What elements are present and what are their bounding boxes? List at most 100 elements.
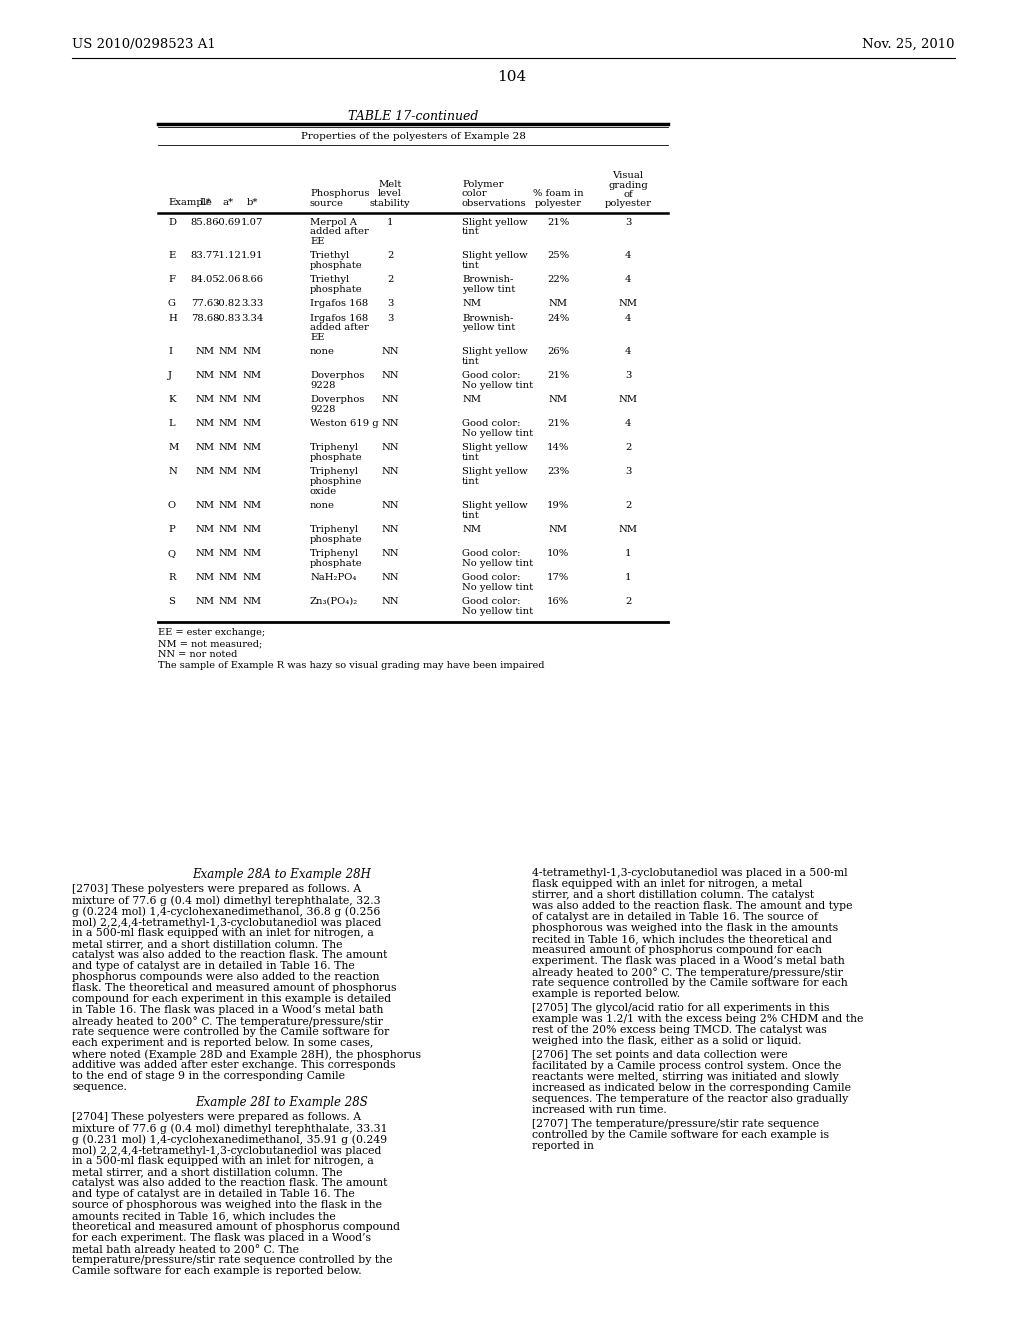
Text: 4-tetramethyl-1,3-cyclobutanediol was placed in a 500-ml: 4-tetramethyl-1,3-cyclobutanediol was pl…: [532, 869, 848, 878]
Text: TABLE 17-continued: TABLE 17-continued: [348, 110, 478, 123]
Text: P: P: [168, 525, 175, 535]
Text: L*: L*: [199, 198, 211, 207]
Text: 4: 4: [625, 276, 631, 285]
Text: tint: tint: [462, 261, 480, 271]
Text: reported in: reported in: [532, 1140, 594, 1151]
Text: S: S: [168, 597, 175, 606]
Text: where noted (Example 28D and Example 28H), the phosphorus: where noted (Example 28D and Example 28H…: [72, 1049, 421, 1060]
Text: NM: NM: [218, 467, 238, 477]
Text: NM: NM: [243, 420, 261, 429]
Text: Weston 619 g: Weston 619 g: [310, 420, 379, 429]
Text: mol) 2,2,4,4-tetramethyl-1,3-cyclobutanediol was placed: mol) 2,2,4,4-tetramethyl-1,3-cyclobutane…: [72, 1144, 381, 1155]
Text: 3: 3: [625, 218, 631, 227]
Text: experiment. The flask was placed in a Wood’s metal bath: experiment. The flask was placed in a Wo…: [532, 956, 845, 966]
Text: -1.12: -1.12: [215, 252, 241, 260]
Text: 22%: 22%: [547, 276, 569, 285]
Text: NM: NM: [218, 525, 238, 535]
Text: none: none: [310, 502, 335, 510]
Text: NM: NM: [196, 420, 214, 429]
Text: NN: NN: [381, 444, 398, 453]
Text: 19%: 19%: [547, 502, 569, 510]
Text: for each experiment. The flask was placed in a Wood’s: for each experiment. The flask was place…: [72, 1233, 371, 1243]
Text: K: K: [168, 396, 175, 404]
Text: 14%: 14%: [547, 444, 569, 453]
Text: 17%: 17%: [547, 573, 569, 582]
Text: G: G: [168, 300, 176, 309]
Text: Doverphos: Doverphos: [310, 396, 365, 404]
Text: M: M: [168, 444, 178, 453]
Text: 84.05: 84.05: [190, 276, 219, 285]
Text: NM: NM: [243, 444, 261, 453]
Text: flask. The theoretical and measured amount of phosphorus: flask. The theoretical and measured amou…: [72, 983, 396, 993]
Text: Example 28I to Example 28S: Example 28I to Example 28S: [196, 1096, 369, 1109]
Text: 4: 4: [625, 420, 631, 429]
Text: NM: NM: [218, 396, 238, 404]
Text: catalyst was also added to the reaction flask. The amount: catalyst was also added to the reaction …: [72, 1177, 387, 1188]
Text: -2.06: -2.06: [215, 276, 241, 285]
Text: metal stirrer, and a short distillation column. The: metal stirrer, and a short distillation …: [72, 1167, 342, 1177]
Text: No yellow tint: No yellow tint: [462, 582, 534, 591]
Text: [2706] The set points and data collection were: [2706] The set points and data collectio…: [532, 1049, 787, 1060]
Text: NN: NN: [381, 396, 398, 404]
Text: No yellow tint: No yellow tint: [462, 558, 534, 568]
Text: 2: 2: [387, 276, 393, 285]
Text: 3.34: 3.34: [241, 314, 263, 323]
Text: weighed into the flask, either as a solid or liquid.: weighed into the flask, either as a soli…: [532, 1036, 802, 1045]
Text: NM: NM: [196, 549, 214, 558]
Text: NM: NM: [218, 444, 238, 453]
Text: No yellow tint: No yellow tint: [462, 429, 534, 438]
Text: mixture of 77.6 g (0.4 mol) dimethyl terephthalate, 33.31: mixture of 77.6 g (0.4 mol) dimethyl ter…: [72, 1123, 388, 1134]
Text: mol) 2,2,4,4-tetramethyl-1,3-cyclobutanediol was placed: mol) 2,2,4,4-tetramethyl-1,3-cyclobutane…: [72, 917, 381, 928]
Text: 3: 3: [625, 467, 631, 477]
Text: NN: NN: [381, 573, 398, 582]
Text: % foam in: % foam in: [532, 189, 584, 198]
Text: increased with run time.: increased with run time.: [532, 1105, 667, 1115]
Text: Triphenyl: Triphenyl: [310, 525, 359, 535]
Text: NM: NM: [196, 347, 214, 356]
Text: NM: NM: [243, 597, 261, 606]
Text: a*: a*: [222, 198, 233, 207]
Text: amounts recited in Table 16, which includes the: amounts recited in Table 16, which inclu…: [72, 1210, 336, 1221]
Text: No yellow tint: No yellow tint: [462, 606, 534, 615]
Text: E: E: [168, 252, 175, 260]
Text: in Table 16. The flask was placed in a Wood’s metal bath: in Table 16. The flask was placed in a W…: [72, 1005, 383, 1015]
Text: The sample of Example R was hazy so visual grading may have been impaired: The sample of Example R was hazy so visu…: [158, 661, 545, 671]
Text: 3: 3: [625, 371, 631, 380]
Text: [2703] These polyesters were prepared as follows. A: [2703] These polyesters were prepared as…: [72, 884, 361, 894]
Text: yellow tint: yellow tint: [462, 285, 515, 294]
Text: NN: NN: [381, 502, 398, 510]
Text: 3: 3: [387, 300, 393, 309]
Text: Good color:: Good color:: [462, 597, 520, 606]
Text: Nov. 25, 2010: Nov. 25, 2010: [862, 38, 955, 51]
Text: 77.63: 77.63: [190, 300, 219, 309]
Text: J: J: [168, 371, 172, 380]
Text: rest of the 20% excess being TMCD. The catalyst was: rest of the 20% excess being TMCD. The c…: [532, 1026, 826, 1035]
Text: recited in Table 16, which includes the theoretical and: recited in Table 16, which includes the …: [532, 935, 831, 944]
Text: 1: 1: [625, 549, 631, 558]
Text: 3.33: 3.33: [241, 300, 263, 309]
Text: NN: NN: [381, 347, 398, 356]
Text: EE = ester exchange;: EE = ester exchange;: [158, 628, 265, 638]
Text: 16%: 16%: [547, 597, 569, 606]
Text: NM: NM: [196, 467, 214, 477]
Text: compound for each experiment in this example is detailed: compound for each experiment in this exa…: [72, 994, 391, 1005]
Text: 4: 4: [625, 252, 631, 260]
Text: -0.83: -0.83: [215, 314, 241, 323]
Text: NM: NM: [196, 371, 214, 380]
Text: 1: 1: [625, 573, 631, 582]
Text: NN: NN: [381, 420, 398, 429]
Text: NM: NM: [462, 396, 481, 404]
Text: flask equipped with an inlet for nitrogen, a metal: flask equipped with an inlet for nitroge…: [532, 879, 803, 888]
Text: Slight yellow: Slight yellow: [462, 467, 527, 477]
Text: 2: 2: [625, 597, 631, 606]
Text: 23%: 23%: [547, 467, 569, 477]
Text: mixture of 77.6 g (0.4 mol) dimethyl terephthalate, 32.3: mixture of 77.6 g (0.4 mol) dimethyl ter…: [72, 895, 381, 906]
Text: -0.82: -0.82: [215, 300, 241, 309]
Text: NM: NM: [218, 371, 238, 380]
Text: grading: grading: [608, 181, 648, 190]
Text: none: none: [310, 347, 335, 356]
Text: stability: stability: [370, 199, 411, 209]
Text: additive was added after ester exchange. This corresponds: additive was added after ester exchange.…: [72, 1060, 395, 1071]
Text: 9228: 9228: [310, 405, 336, 414]
Text: Triethyl: Triethyl: [310, 252, 350, 260]
